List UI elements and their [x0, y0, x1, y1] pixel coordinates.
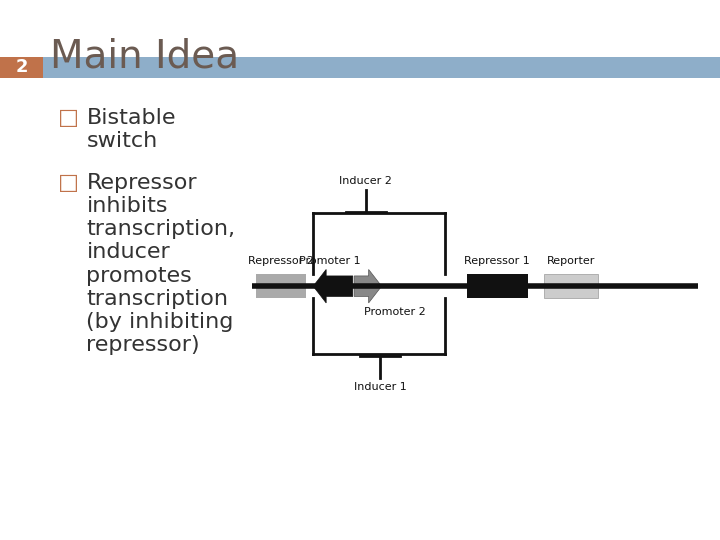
FancyBboxPatch shape	[256, 274, 306, 298]
Text: Reporter: Reporter	[546, 255, 595, 266]
FancyBboxPatch shape	[0, 57, 43, 78]
Text: Repressor 2: Repressor 2	[248, 255, 314, 266]
Polygon shape	[313, 269, 353, 303]
Text: □: □	[58, 173, 78, 193]
FancyBboxPatch shape	[467, 274, 528, 298]
Text: 2: 2	[15, 58, 28, 77]
Text: Bistable
switch: Bistable switch	[86, 108, 176, 151]
Text: Inducer 2: Inducer 2	[339, 176, 392, 186]
FancyBboxPatch shape	[544, 274, 598, 298]
FancyBboxPatch shape	[43, 57, 720, 78]
Text: Repressor 1: Repressor 1	[464, 255, 530, 266]
Text: Repressor
inhibits
transcription,
inducer
promotes
transcription
(by inhibiting
: Repressor inhibits transcription, induce…	[86, 173, 235, 355]
Text: □: □	[58, 108, 78, 128]
Text: Main Idea: Main Idea	[50, 38, 240, 76]
Text: Promoter 2: Promoter 2	[364, 307, 426, 317]
Polygon shape	[354, 269, 382, 303]
Text: Inducer 1: Inducer 1	[354, 382, 407, 393]
Text: Promoter 1: Promoter 1	[299, 255, 361, 266]
